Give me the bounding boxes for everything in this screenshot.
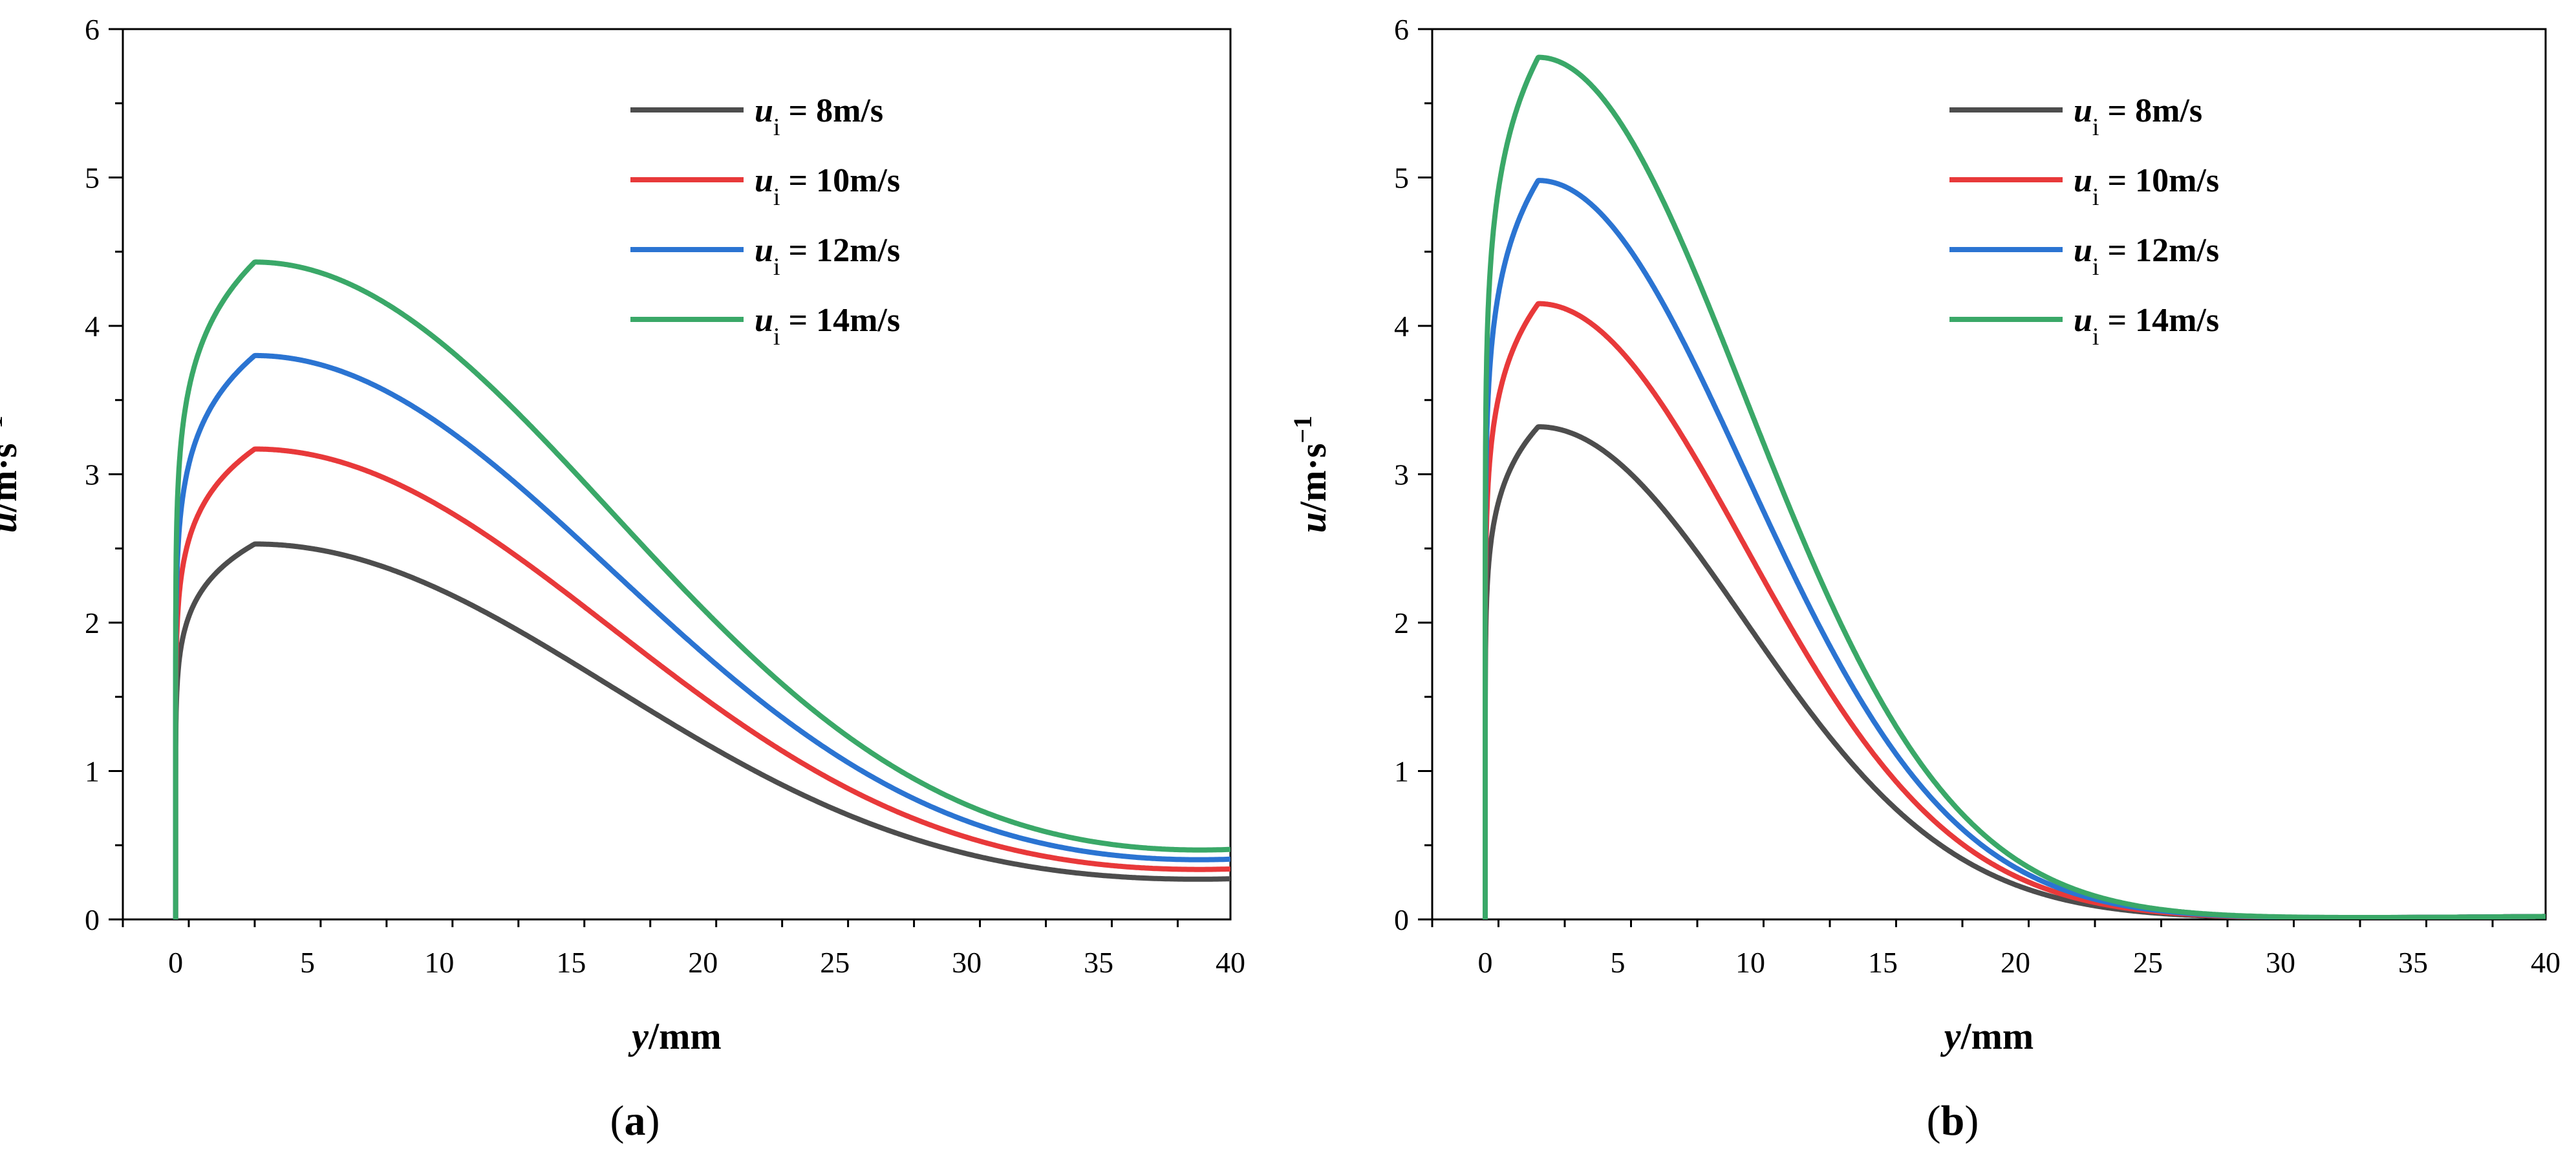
x-tick-label: 40: [1216, 946, 1245, 979]
x-tick-label: 30: [2266, 946, 2295, 979]
plot-frame: [122, 28, 1232, 921]
series-line-3: [173, 352, 1230, 919]
x-tick-label: 30: [952, 946, 982, 979]
panel-caption: (a): [610, 1097, 660, 1144]
series-line-2: [1483, 301, 2546, 919]
series-line-4: [173, 259, 1230, 919]
series-line-2: [173, 446, 1230, 919]
chart-panel-b: 0 5 10 15 20 25 30 35 40 0 1 2 3 4 5 6 y/mm u/m·s−1 ui = 8…: [1288, 13, 2561, 1144]
y-axis-title: u/m·s−1: [0, 416, 25, 533]
x-tick-label: 5: [300, 946, 315, 979]
legend-label-2: ui = 10m/s: [755, 162, 900, 211]
legend-label-3: ui = 12m/s: [2074, 232, 2219, 281]
x-tick-label: 20: [2001, 946, 2030, 979]
y-tick-label: 1: [1394, 755, 1409, 788]
y-tick-label: 5: [85, 162, 100, 195]
plot-frame: [1431, 28, 2547, 921]
x-tick-label: 5: [1611, 946, 1626, 979]
series-line-3: [1483, 178, 2546, 919]
y-tick-label: 0: [85, 903, 100, 936]
x-axis-title: y/mm: [628, 1015, 722, 1057]
x-tick-label: 0: [168, 946, 183, 979]
x-tick-label: 10: [424, 946, 454, 979]
y-tick-label: 3: [85, 458, 100, 491]
x-tick-label: 40: [2531, 946, 2560, 979]
y-tick-label: 6: [1394, 13, 1409, 46]
x-tick-label: 0: [1478, 946, 1493, 979]
y-tick-label: 4: [85, 310, 100, 343]
legend-label-4: ui = 14m/s: [755, 302, 900, 350]
y-axis-title: u/m·s−1: [1288, 416, 1335, 533]
x-axis-title: y/mm: [1940, 1015, 2034, 1057]
x-tick-label: 20: [688, 946, 718, 979]
y-tick-label: 5: [1394, 162, 1409, 195]
y-tick-label: 2: [85, 606, 100, 639]
series-line-1: [1483, 424, 2546, 919]
x-tick-label: 35: [1084, 946, 1113, 979]
legend-label-2: ui = 10m/s: [2074, 162, 2219, 211]
legend-label-3: ui = 12m/s: [755, 232, 900, 281]
y-tick-label: 6: [85, 13, 100, 46]
y-tick-label: 4: [1394, 310, 1409, 343]
x-tick-label: 25: [2133, 946, 2163, 979]
x-tick-label: 35: [2398, 946, 2428, 979]
legend-label-1: ui = 8m/s: [2074, 92, 2202, 141]
x-tick-label: 25: [820, 946, 850, 979]
y-tick-label: 3: [1394, 458, 1409, 491]
y-tick-label: 2: [1394, 606, 1409, 639]
x-tick-label: 15: [1868, 946, 1898, 979]
y-tick-label: 1: [85, 755, 100, 788]
panel-caption: (b): [1927, 1097, 1979, 1144]
legend-label-1: ui = 8m/s: [755, 92, 883, 141]
series-line-1: [173, 541, 1230, 919]
y-tick-label: 0: [1394, 903, 1409, 936]
chart-panel-a: 0 5 10 15 20 25 30 35 40 0 1 2 3 4 5 6 y/mm u/m·s−1 ui = 8…: [0, 13, 1245, 1144]
series-line-4: [1483, 54, 2546, 919]
x-tick-label: 10: [1735, 946, 1765, 979]
legend-label-4: ui = 14m/s: [2074, 302, 2219, 350]
x-tick-label: 15: [556, 946, 586, 979]
